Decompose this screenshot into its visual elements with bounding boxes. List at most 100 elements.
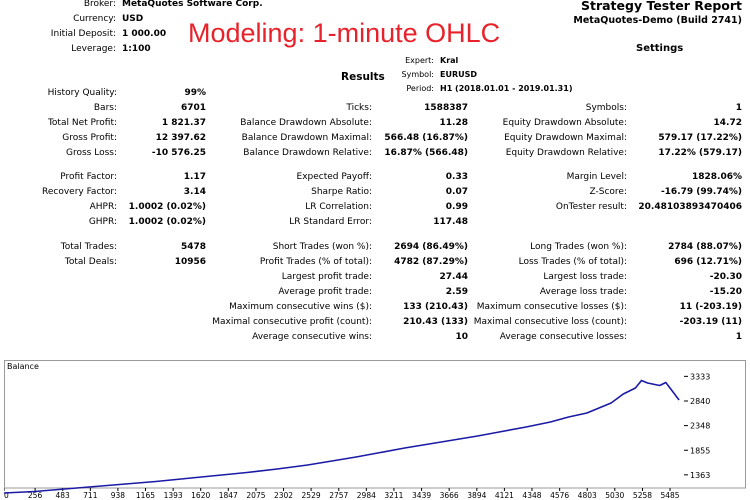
stat-value: -16.79 (99.74%) xyxy=(660,187,742,197)
x-tick-label: 2302 xyxy=(274,491,293,500)
modeling-overlay-text: Modeling: 1-minute OHLC xyxy=(188,18,501,48)
stat-label: AHPR: xyxy=(89,202,117,212)
stat-label: Average profit trade: xyxy=(278,287,372,297)
balance-chart: Balance 1363 1855 2348 2840 3333 0 256 483 711 938… xyxy=(4,360,746,500)
stat-label: Equity Drawdown Relative: xyxy=(505,148,627,158)
stat-label: Balance Drawdown Absolute: xyxy=(240,118,372,128)
chart-frame xyxy=(4,360,746,489)
stat-label: Short Trades (won %): xyxy=(272,242,372,252)
stat-value: 2784 (88.07%) xyxy=(668,242,742,252)
stat-label: Sharpe Ratio: xyxy=(311,187,372,197)
results-heading: Results xyxy=(341,71,385,83)
x-tick-label: 3894 xyxy=(467,491,486,500)
x-tick-label: 3439 xyxy=(412,491,431,500)
x-tick-label: 711 xyxy=(83,491,98,500)
stat-label: Largest loss trade: xyxy=(543,272,627,282)
stat-value: 0.99 xyxy=(445,202,468,212)
stat-value: 11 (-203.19) xyxy=(679,302,742,312)
stat-value: 0.33 xyxy=(445,172,468,182)
stat-label: Z-Score: xyxy=(589,187,628,197)
stat-value: 1 xyxy=(735,103,742,113)
stat-value: 133 (210.43) xyxy=(403,302,468,312)
stat-label: Maximum consecutive wins ($): xyxy=(229,302,372,312)
y-tick-label: 2348 xyxy=(690,422,710,431)
x-tick-label: 938 xyxy=(111,491,126,500)
header-label: Leverage: xyxy=(71,44,116,54)
stat-value: 12 397.62 xyxy=(155,133,206,143)
stat-label: Expected Payoff: xyxy=(296,172,372,182)
x-tick-label: 4576 xyxy=(550,491,569,500)
stat-value: 210.43 (133) xyxy=(403,317,468,327)
stat-value: -20.30 xyxy=(709,272,742,282)
stat-value: 1828.06% xyxy=(691,172,742,182)
header-label: Initial Deposit: xyxy=(50,29,116,39)
stat-label: Balance Drawdown Maximal: xyxy=(241,133,372,143)
balance-chart-svg: Balance 1363 1855 2348 2840 3333 0 256 483 711 938… xyxy=(4,360,746,500)
stat-label: Recovery Factor: xyxy=(41,187,117,197)
y-tick-label: 1855 xyxy=(690,446,710,455)
stat-value: -10 576.25 xyxy=(151,148,206,158)
x-tick-label: 3211 xyxy=(384,491,403,500)
detail-label: Expert: xyxy=(405,56,434,65)
stat-value: 2.59 xyxy=(445,287,468,297)
stat-label: Equity Drawdown Absolute: xyxy=(502,118,627,128)
stat-value: 6701 xyxy=(180,103,206,113)
x-tick-label: 4348 xyxy=(522,491,541,500)
stat-label: History Quality: xyxy=(47,88,117,98)
x-tick-label: 1393 xyxy=(164,491,183,500)
stat-label: Total Net Profit: xyxy=(47,118,117,128)
stat-value: 566.48 (16.87%) xyxy=(384,133,468,143)
stat-value: 2694 (86.49%) xyxy=(394,242,468,252)
header-value: 1:100 xyxy=(122,44,151,54)
x-tick-label: 2984 xyxy=(357,491,376,500)
y-tick-label: 1363 xyxy=(690,471,710,480)
stat-label: Maximal consecutive loss (count): xyxy=(473,317,627,327)
stat-label: Gross Loss: xyxy=(66,148,117,158)
stat-value: 1 xyxy=(735,332,742,342)
stat-label: Loss Trades (% of total): xyxy=(518,257,627,267)
stat-label: Maximal consecutive profit (count): xyxy=(212,317,372,327)
stat-label: Average loss trade: xyxy=(539,287,627,297)
header-value: USD xyxy=(122,14,144,24)
x-tick-label: 3666 xyxy=(440,491,459,500)
stat-value: 11.28 xyxy=(439,118,468,128)
stat-value: 20.48103893470406 xyxy=(638,202,742,212)
stat-label: Largest profit trade: xyxy=(281,272,372,282)
stat-label: Gross Profit: xyxy=(62,133,117,143)
stat-value: 0.07 xyxy=(445,187,468,197)
header-value: 1 000.00 xyxy=(122,29,167,39)
stat-value: 16.87% (566.48) xyxy=(384,148,468,158)
stat-value: 1.17 xyxy=(183,172,206,182)
stat-value: 4782 (87.29%) xyxy=(394,257,468,267)
stat-value: 1588387 xyxy=(424,103,468,113)
stat-value: -203.19 (11) xyxy=(679,317,742,327)
x-tick-label: 5258 xyxy=(633,491,652,500)
stat-label: Ticks: xyxy=(346,103,372,113)
detail-value: Kral xyxy=(440,56,459,65)
x-tick-label: 0 xyxy=(4,491,9,500)
stat-label: Symbols: xyxy=(585,103,627,113)
detail-label: Period: xyxy=(406,84,434,93)
header-label: Currency: xyxy=(73,14,116,24)
stat-label: LR Correlation: xyxy=(305,202,372,212)
stat-label: Margin Level: xyxy=(566,172,627,182)
stat-label: Maximum consecutive losses ($): xyxy=(476,302,627,312)
x-tick-label: 483 xyxy=(55,491,70,500)
x-tick-label: 2529 xyxy=(302,491,321,500)
y-tick-label: 2840 xyxy=(690,397,710,406)
stat-label: Balance Drawdown Relative: xyxy=(243,148,372,158)
stat-label: Profit Trades (% of total): xyxy=(259,257,372,267)
x-tick-label: 2757 xyxy=(329,491,348,500)
stat-label: Total Trades: xyxy=(60,242,117,252)
stat-label: Equity Drawdown Maximal: xyxy=(504,133,627,143)
stat-label: Bars: xyxy=(93,103,117,113)
x-tick-label: 1620 xyxy=(191,491,210,500)
stat-value: -15.20 xyxy=(709,287,742,297)
stat-value: 1.0002 (0.02%) xyxy=(128,217,206,227)
stat-label: GHPR: xyxy=(88,217,117,227)
stat-label: Average consecutive wins: xyxy=(252,332,372,342)
stat-label: Total Deals: xyxy=(64,257,117,267)
y-tick-label: 3333 xyxy=(690,372,710,381)
x-tick-label: 4121 xyxy=(495,491,514,500)
detail-label: Symbol: xyxy=(401,70,435,79)
